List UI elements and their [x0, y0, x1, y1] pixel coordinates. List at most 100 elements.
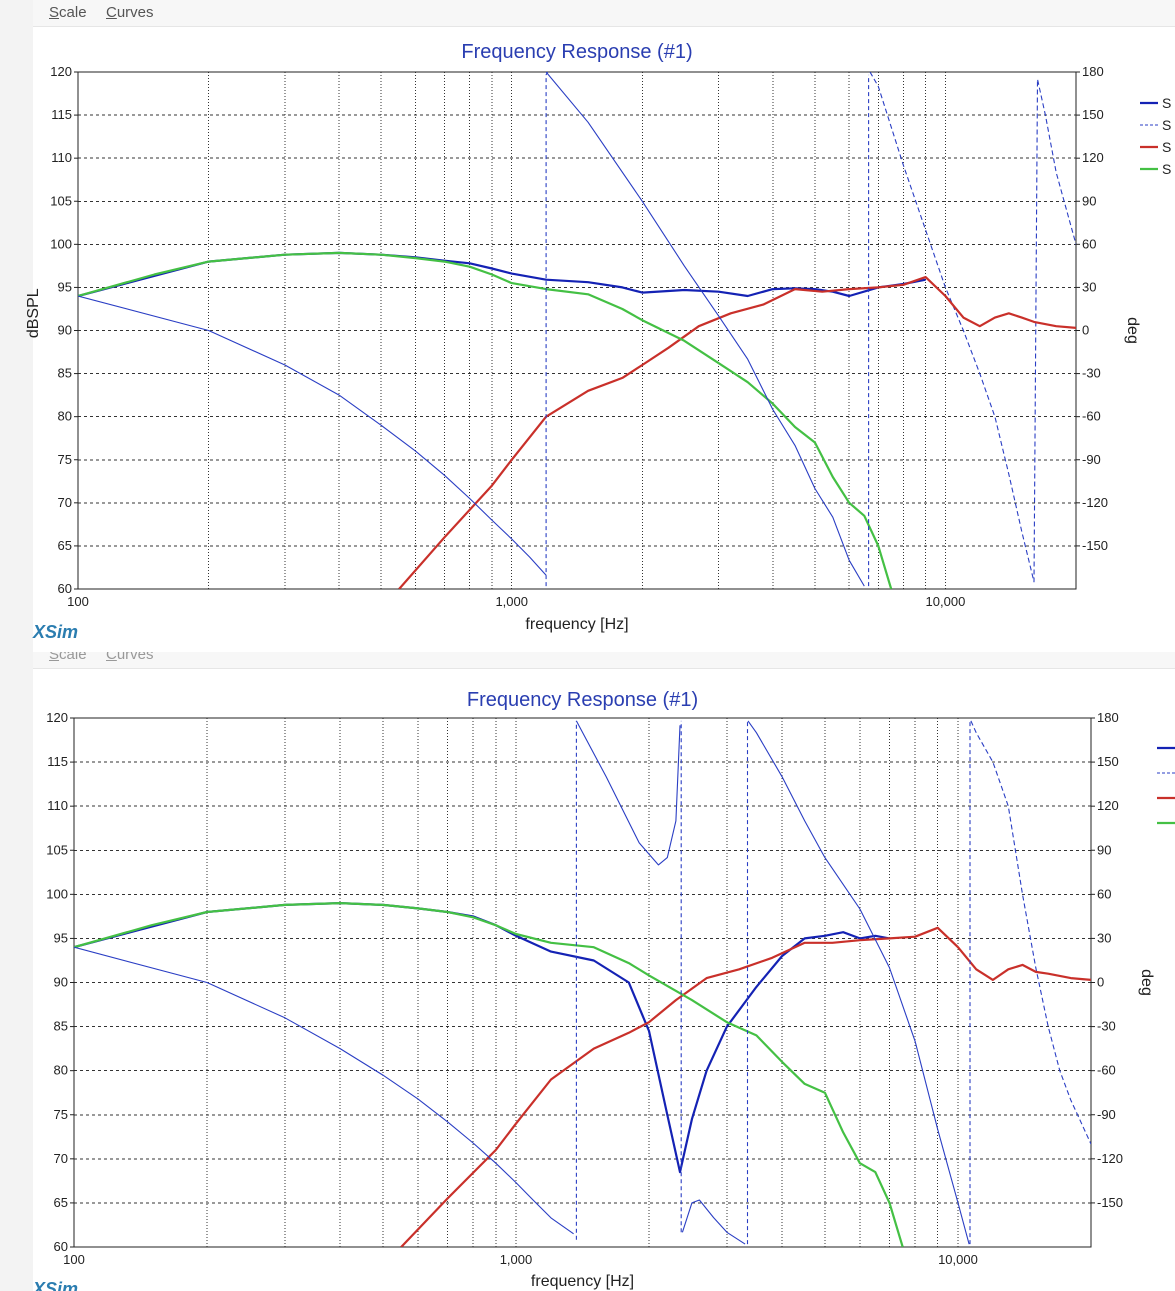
window-left-edge: [0, 0, 33, 652]
y-tick-label: 90: [54, 975, 68, 990]
y-tick-label: 85: [54, 1019, 68, 1034]
y2-tick-label: -60: [1097, 1063, 1116, 1078]
menu-curves-bottom[interactable]: Curves: [106, 652, 154, 663]
series-line: [74, 902, 890, 1174]
y2-tick-label: -150: [1097, 1195, 1123, 1210]
x-tick-label: 1,000: [495, 594, 528, 609]
frequency-response-chart-top: 60 65 70 75 80 85 90 95 100 105 110 115 120 -150 -120 -…: [25, 41, 1171, 633]
y2-tick-label: -90: [1082, 452, 1101, 467]
frequency-response-chart-bottom: 60 65 70 75 80 85 90 95 100 105 110 115 120 -150 -120 -…: [46, 689, 1175, 1290]
y2-tick-label: -30: [1082, 366, 1101, 381]
y-tick-label: 80: [58, 409, 72, 424]
y2-tick-label: -30: [1097, 1019, 1116, 1034]
y-axis-label: dBSPL: [25, 288, 42, 338]
y-tick-label: 80: [54, 1063, 68, 1078]
y2-tick-label: -120: [1097, 1151, 1123, 1166]
series-line: [545, 72, 865, 587]
menu-curves[interactable]: Curves: [106, 4, 154, 21]
legend-label: S: [1162, 139, 1171, 155]
series-line: [869, 72, 1076, 583]
y2-tick-label: 0: [1082, 323, 1089, 338]
y-tick-label: 65: [58, 538, 72, 553]
y-tick-label: 110: [51, 150, 72, 165]
y2-tick-label: 150: [1097, 754, 1119, 769]
y2-tick-label: 90: [1097, 842, 1111, 857]
y-tick-label: 65: [54, 1195, 68, 1210]
y-tick-label: 115: [51, 107, 72, 122]
legend: [1157, 746, 1175, 825]
x-axis-label: frequency [Hz]: [531, 1273, 634, 1290]
series-line: [970, 720, 1091, 1145]
series-line: [78, 295, 547, 576]
y2-tick-label: -150: [1082, 538, 1108, 553]
y-tick-label: 100: [50, 236, 72, 251]
series-line: [74, 946, 574, 1235]
y-tick-label: 105: [46, 842, 68, 857]
series-line: [74, 902, 904, 1247]
x-tick-label: 100: [67, 594, 89, 609]
series-line: [545, 72, 549, 587]
legend-label: S: [1162, 117, 1171, 133]
series-line: [747, 720, 970, 1245]
y-tick-label: 75: [58, 452, 72, 467]
legend-label: S: [1162, 95, 1171, 111]
y2-tick-label: 120: [1082, 150, 1104, 165]
y-tick-label: 120: [46, 710, 68, 725]
grid: [74, 718, 1091, 1247]
y-tick-label: 100: [46, 886, 68, 901]
y2-tick-label: -90: [1097, 1107, 1116, 1122]
menu-bar: Scale Curves: [33, 0, 1175, 27]
y2-tick-label: 30: [1082, 279, 1096, 294]
app-brand-bottom: XSim: [33, 1279, 79, 1291]
x-tick-label: 100: [63, 1252, 85, 1267]
y2-tick-label: 60: [1097, 886, 1111, 901]
chart-window-top: Scale Curves 60 65 70 75 80 85 90 95 100 105 110 11…: [0, 0, 1175, 652]
series-line: [78, 251, 893, 589]
x-tick-label: 10,000: [926, 594, 966, 609]
y-tick-label: 70: [58, 495, 72, 510]
series-line: [681, 1199, 746, 1245]
menu-scale[interactable]: Scale: [49, 4, 87, 21]
menu-scale-bottom[interactable]: Scale: [49, 652, 87, 663]
y-tick-label: 95: [58, 279, 72, 294]
y2-tick-label: 150: [1082, 107, 1104, 122]
y2-tick-label: -60: [1082, 409, 1101, 424]
y-tick-label: 95: [54, 930, 68, 945]
legend-label: S: [1162, 161, 1171, 177]
chart-window-bottom: Scale Curves 60 65 70 75 80 85 90 95 100 105 110 11…: [0, 652, 1175, 1291]
y2-tick-label: 180: [1082, 64, 1104, 79]
series-group: [74, 720, 1091, 1247]
y-tick-label: 105: [50, 193, 72, 208]
series-line: [575, 720, 681, 866]
y-tick-label: 120: [50, 64, 72, 79]
y2-tick-label: 60: [1082, 236, 1096, 251]
series-group: [78, 72, 1076, 589]
y2-tick-label: -120: [1082, 495, 1108, 510]
y-tick-label: 85: [58, 366, 72, 381]
y2-axis-label: deg: [1124, 317, 1141, 344]
y2-tick-label: 120: [1097, 798, 1119, 813]
y-tick-label: 110: [47, 798, 68, 813]
y-tick-label: 90: [58, 323, 72, 338]
y2-tick-label: 0: [1097, 975, 1104, 990]
series-line: [398, 276, 1076, 589]
grid: [78, 72, 1076, 589]
chart-title: Frequency Response (#1): [467, 689, 698, 711]
y-tick-label: 70: [54, 1151, 68, 1166]
chart-title: Frequency Response (#1): [461, 41, 692, 63]
y2-tick-label: 180: [1097, 710, 1119, 725]
x-tick-label: 10,000: [938, 1252, 978, 1267]
menu-bar-bottom: Scale Curves: [33, 652, 1175, 669]
series-line: [400, 926, 1091, 1247]
y2-tick-label: 30: [1097, 930, 1111, 945]
y-tick-label: 115: [47, 754, 68, 769]
y2-tick-label: 90: [1082, 193, 1096, 208]
y2-axis-label: deg: [1138, 969, 1155, 996]
app-brand-top: XSim: [33, 622, 79, 642]
y-tick-label: 75: [54, 1107, 68, 1122]
x-tick-label: 1,000: [500, 1252, 533, 1267]
window-left-edge-bottom: [0, 652, 33, 1291]
y-tick-label: 60: [58, 581, 72, 596]
y-tick-label: 60: [54, 1239, 68, 1254]
